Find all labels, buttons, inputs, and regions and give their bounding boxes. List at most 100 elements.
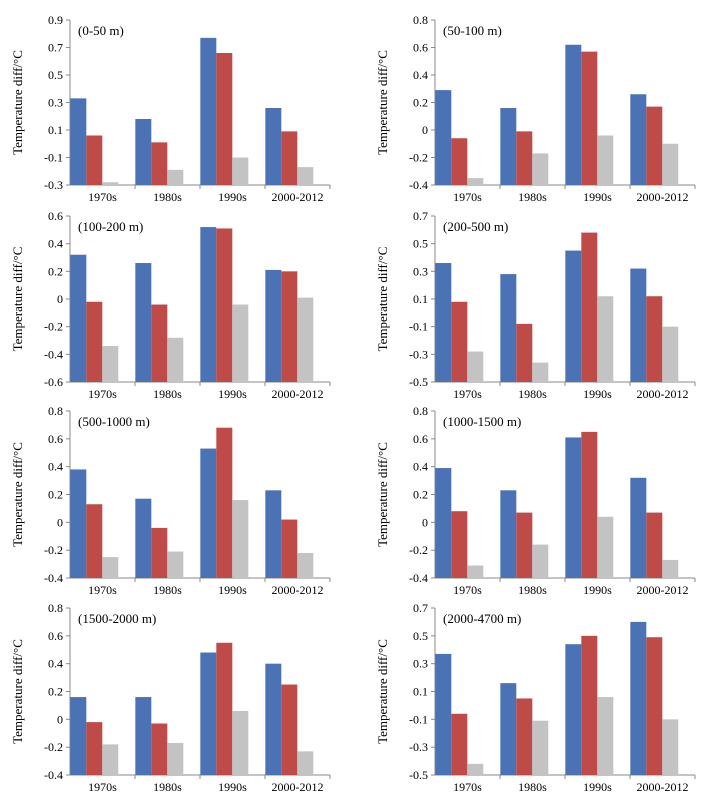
bar-series1-1 [435,468,452,578]
x-tick-label: 1980s [153,190,182,204]
x-tick-label: 1980s [153,387,182,401]
bar-series1-3 [200,227,217,382]
x-tick-label: 1970s [88,583,117,597]
bar-series2-3 [581,635,598,775]
bar-series2-4 [646,296,663,382]
y-tick-label: 0.8 [413,13,428,27]
bar-series2-2 [151,142,168,185]
bar-series3-4 [662,143,679,185]
bar-series3-4 [662,559,679,578]
x-tick-label: 2000-2012 [272,387,324,401]
x-tick-label: 1980s [518,780,547,794]
x-tick-label: 2000-2012 [637,387,689,401]
x-tick-label: 1990s [218,583,247,597]
bar-series1-3 [200,448,217,578]
bar-series2-1 [451,138,468,185]
y-axis-label: Temperature diff/°C [375,442,390,547]
panel-title: (100-200 m) [78,219,143,234]
bar-series2-3 [216,427,233,578]
bar-series2-4 [281,519,298,578]
y-tick-label: -0.1 [409,712,428,726]
bar-series3-3 [597,516,614,578]
bar-series1-3 [565,44,582,185]
y-tick-label: -0.2 [44,740,63,754]
bar-series2-1 [86,722,103,775]
x-tick-label: 2000-2012 [272,780,324,794]
bar-series2-3 [216,642,233,775]
y-tick-label: -0.4 [409,178,428,192]
bar-series2-1 [86,135,103,185]
bar-series1-4 [630,621,647,775]
bar-series1-2 [135,697,152,775]
chart-panel-4: -0.5 -0.3 -0.1 0.1 0.3 0.5 0.7 1970s 1980s 1990s 2… [375,209,696,401]
x-tick-label: 1980s [518,387,547,401]
y-tick-label: 0 [57,515,63,529]
y-tick-label: 0.1 [48,123,63,137]
y-tick-label: -0.6 [44,375,63,389]
y-tick-label: 0.3 [413,264,428,278]
y-tick-label: -0.2 [44,320,63,334]
bar-series3-1 [467,565,484,578]
bar-series1-4 [265,490,282,578]
y-tick-label: 0.5 [413,629,428,643]
bar-series1-3 [565,437,582,578]
bar-series2-2 [516,323,533,382]
bar-series3-4 [297,552,314,578]
bar-series2-4 [281,684,298,775]
x-tick-label: 1990s [583,387,612,401]
x-tick-label: 1990s [583,190,612,204]
panel-title: (0-50 m) [78,23,124,38]
bar-series2-3 [216,228,233,382]
y-tick-label: 0 [57,712,63,726]
x-tick-label: 1970s [88,387,117,401]
bar-series1-3 [200,652,217,775]
y-axis-label: Temperature diff/°C [10,50,25,155]
bar-series3-1 [102,557,119,578]
bar-series1-1 [70,697,87,775]
bar-series2-2 [516,512,533,578]
bar-series1-1 [435,653,452,775]
y-tick-label: 0.4 [413,68,428,82]
y-tick-label: 0.8 [48,601,63,615]
y-tick-label: 0.1 [413,685,428,699]
panel-title: (200-500 m) [443,219,508,234]
bar-series2-1 [86,301,103,382]
bar-series3-4 [297,751,314,775]
y-tick-label: 0.7 [413,209,428,223]
bar-series3-2 [532,720,549,775]
y-axis-label: Temperature diff/°C [375,247,390,352]
y-axis-label: Temperature diff/°C [375,50,390,155]
y-tick-label: 0.5 [48,68,63,82]
bar-series1-3 [565,250,582,382]
x-tick-label: 1980s [518,583,547,597]
bar-series1-3 [565,644,582,775]
y-tick-label: 0.4 [48,657,63,671]
bar-series1-1 [435,263,452,382]
x-tick-label: 1970s [88,780,117,794]
bar-series3-2 [532,362,549,382]
bar-series2-4 [646,637,663,775]
bar-series1-2 [500,683,517,775]
x-tick-label: 1990s [583,583,612,597]
y-tick-label: 0.8 [413,404,428,418]
bar-series2-3 [581,232,598,382]
bar-series2-1 [451,713,468,775]
chart-panel-7: -0.4 -0.2 0 0.2 0.4 0.6 0.8 1970s 1980s 1990s 2000… [10,601,331,794]
panel-title: (1500-2000 m) [78,611,156,626]
y-tick-label: 0.6 [413,432,428,446]
bar-series3-4 [297,167,314,185]
bar-series3-2 [532,544,549,578]
bar-series3-3 [597,135,614,185]
x-tick-label: 2000-2012 [272,190,324,204]
bar-series1-4 [265,108,282,185]
bar-series2-1 [86,504,103,578]
bar-series2-2 [516,131,533,185]
bar-series3-3 [597,296,614,382]
bar-series1-2 [135,263,152,382]
bar-series3-4 [662,326,679,382]
y-tick-label: -0.4 [44,768,63,782]
bar-series3-3 [232,157,249,185]
y-tick-label: 0.6 [413,41,428,55]
bar-series1-2 [500,274,517,382]
